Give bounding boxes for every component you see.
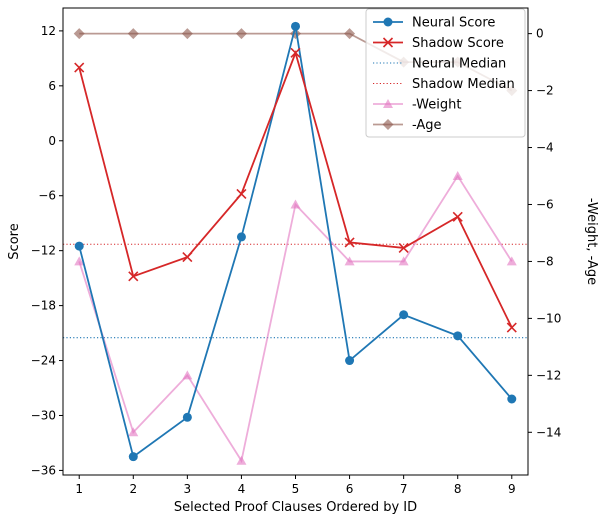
- x-tick-label: 5: [292, 482, 300, 496]
- data-point-weight: [398, 256, 409, 266]
- data-point-shadow-score: [182, 252, 193, 263]
- y-left-tick-label: −6: [38, 189, 56, 203]
- legend: Neural Score Shadow Score Neural Median Sha…: [365, 8, 526, 138]
- data-point-shadow-score: [74, 62, 85, 73]
- legend-label-neural-median: Neural Median: [412, 57, 506, 72]
- data-point-shadow-score: [452, 211, 463, 222]
- data-point-neural-score: [74, 241, 84, 251]
- data-point-shadow-score: [506, 322, 517, 333]
- x-tick-label: 3: [184, 482, 192, 496]
- data-point-shadow-score: [128, 271, 139, 282]
- y-left-tick-label: −12: [31, 244, 56, 258]
- y-left-tick-label: 0: [48, 134, 56, 148]
- data-point-neural-score: [236, 232, 246, 242]
- data-point-age: [235, 28, 247, 40]
- y-right-tick-label: −6: [536, 197, 554, 211]
- data-point-neural-score: [291, 21, 300, 31]
- data-point-shadow-score: [398, 242, 409, 253]
- data-point-age: [127, 28, 139, 40]
- y-axis-right-label: -Weight, -Age: [584, 198, 599, 285]
- data-point-weight: [236, 455, 247, 465]
- y-right-tick-label: −2: [536, 84, 554, 98]
- y-right-tick-label: −12: [536, 368, 561, 382]
- data-point-neural-score: [345, 356, 355, 366]
- x-tick-label: 8: [454, 482, 462, 496]
- legend-marker-shadow-score: [382, 37, 394, 48]
- series-line-weight: [78, 174, 513, 464]
- x-axis-label: Selected Proof Clauses Ordered by ID: [174, 500, 417, 515]
- y-left-tick-label: 12: [41, 24, 56, 38]
- data-point-neural-score: [399, 310, 409, 320]
- y-left-tick-label: −18: [31, 299, 56, 313]
- legend-box: [365, 8, 526, 138]
- data-point-neural-score: [507, 394, 517, 404]
- legend-marker-weight: [383, 99, 393, 108]
- data-point-age: [73, 28, 85, 40]
- y-left-tick-label: −36: [31, 463, 56, 477]
- y-left-tick-label: 6: [48, 79, 56, 93]
- legend-label-neural-score: Neural Score: [412, 16, 495, 31]
- data-point-neural-score: [453, 331, 463, 341]
- axes-layer: 1 2 3 4 5 6 7 8 91260−6−12−18−24−30−360−2−4−6−8−…: [31, 7, 561, 496]
- x-tick-label: 2: [129, 482, 137, 496]
- data-point-weight: [128, 427, 139, 437]
- x-tick-label: 6: [346, 482, 354, 496]
- data-point-weight: [344, 256, 355, 266]
- y-right-tick-label: −4: [536, 141, 554, 155]
- y-right-tick-label: −8: [536, 254, 554, 268]
- legend-label-shadow-median: Shadow Median: [412, 77, 515, 92]
- x-tick-label: 9: [508, 482, 516, 496]
- data-point-age: [344, 28, 356, 40]
- y-axis-left-label: Score: [7, 223, 22, 259]
- legend-label-shadow-score: Shadow Score: [412, 36, 504, 51]
- legend-marker-neural-score: [383, 17, 393, 27]
- y-right-tick-label: −14: [536, 425, 561, 439]
- data-point-neural-score: [128, 452, 138, 462]
- x-tick-label: 7: [400, 482, 408, 496]
- data-point-neural-score: [182, 412, 192, 422]
- data-point-shadow-score: [290, 47, 301, 58]
- x-tick-label: 4: [238, 482, 246, 496]
- legend-label-weight: -Weight: [412, 98, 461, 113]
- legend-label-age: -Age: [412, 118, 442, 133]
- data-point-weight: [290, 199, 301, 209]
- data-point-shadow-score: [236, 188, 247, 199]
- y-left-tick-label: −24: [31, 354, 56, 368]
- x-tick-label: 1: [75, 482, 83, 496]
- y-right-tick-label: 0: [536, 27, 544, 41]
- data-point-weight: [506, 256, 517, 266]
- legend-marker-age: [382, 119, 394, 130]
- y-left-tick-label: −30: [31, 408, 56, 422]
- data-point-shadow-score: [344, 237, 355, 248]
- data-point-weight: [182, 370, 193, 380]
- y-right-tick-label: −10: [536, 311, 561, 325]
- data-point-weight: [74, 256, 85, 266]
- data-point-age: [181, 28, 193, 40]
- data-point-weight: [452, 171, 463, 181]
